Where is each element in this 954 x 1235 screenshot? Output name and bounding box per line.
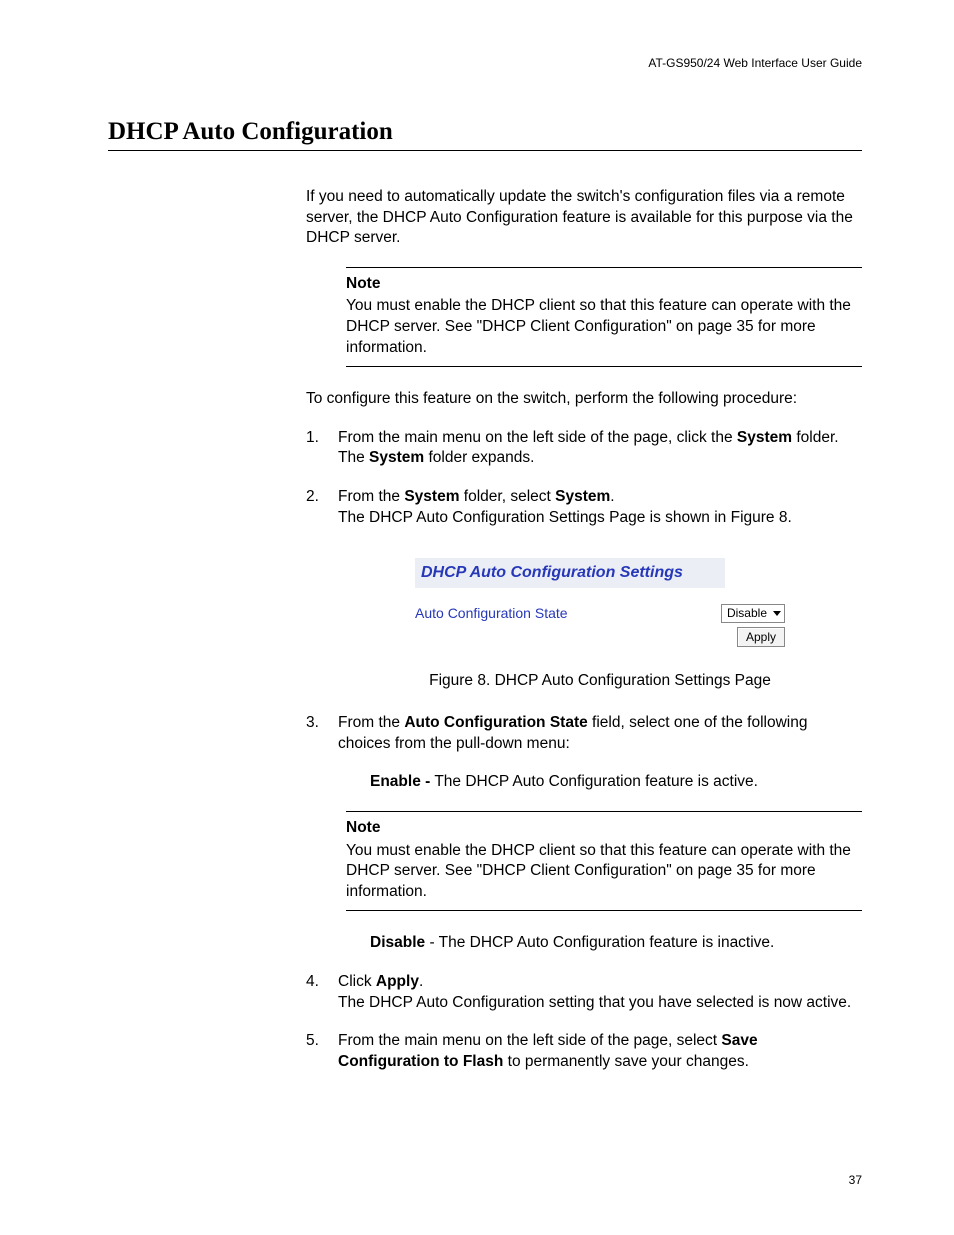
apply-button[interactable]: Apply bbox=[737, 627, 785, 647]
step-text: The bbox=[338, 449, 369, 466]
step-number: 3. bbox=[306, 713, 319, 734]
step-text: . bbox=[610, 488, 614, 505]
figure-field-label: Auto Configuration State bbox=[415, 604, 568, 623]
step-text: The DHCP Auto Configuration setting that… bbox=[338, 994, 851, 1011]
step-3: 3. From the Auto Configuration State fie… bbox=[306, 713, 862, 954]
page-number: 37 bbox=[849, 1173, 862, 1187]
option-label: Disable bbox=[370, 934, 425, 951]
option-label: Enable - bbox=[370, 773, 430, 790]
figure-caption: Figure 8. DHCP Auto Configuration Settin… bbox=[338, 671, 862, 692]
step-bold: Auto Configuration State bbox=[404, 714, 587, 731]
procedure-lead: To configure this feature on the switch,… bbox=[306, 389, 862, 410]
intro-paragraph: If you need to automatically update the … bbox=[306, 187, 862, 249]
note-label: Note bbox=[346, 818, 862, 839]
procedure-steps: 1. From the main menu on the left side o… bbox=[306, 428, 862, 1073]
figure-controls: Disable Apply bbox=[721, 604, 785, 647]
figure-8: DHCP Auto Configuration Settings Auto Co… bbox=[338, 558, 862, 691]
step-text: . bbox=[419, 973, 423, 990]
step-bold: System bbox=[555, 488, 610, 505]
step-number: 2. bbox=[306, 487, 319, 508]
step-text: to permanently save your changes. bbox=[503, 1053, 749, 1070]
note-body: You must enable the DHCP client so that … bbox=[346, 297, 851, 355]
step-number: 4. bbox=[306, 972, 319, 993]
note-box: Note You must enable the DHCP client so … bbox=[346, 811, 862, 911]
step-bold: System bbox=[404, 488, 459, 505]
step-bold: System bbox=[369, 449, 424, 466]
figure-setting-row: Auto Configuration State Disable Apply bbox=[415, 604, 785, 647]
step-text: The DHCP Auto Configuration Settings Pag… bbox=[338, 509, 792, 526]
step-text: folder, select bbox=[459, 488, 555, 505]
step-text: From the bbox=[338, 714, 404, 731]
step-bold: Apply bbox=[376, 973, 419, 990]
step-bold: System bbox=[737, 429, 792, 446]
page: AT-GS950/24 Web Interface User Guide DHC… bbox=[0, 0, 954, 1235]
step-text: From the main menu on the left side of t… bbox=[338, 1032, 721, 1049]
step-2: 2. From the System folder, select System… bbox=[306, 487, 862, 691]
step-number: 1. bbox=[306, 428, 319, 449]
step-text: From the main menu on the left side of t… bbox=[338, 429, 737, 446]
step-text: From the bbox=[338, 488, 404, 505]
step-5: 5. From the main menu on the left side o… bbox=[306, 1031, 862, 1072]
step-4: 4. Click Apply. The DHCP Auto Configurat… bbox=[306, 972, 862, 1013]
step-text: folder. bbox=[792, 429, 839, 446]
step-number: 5. bbox=[306, 1031, 319, 1052]
enable-option: Enable - The DHCP Auto Configuration fea… bbox=[370, 772, 862, 793]
chevron-down-icon bbox=[773, 611, 781, 616]
step-text: folder expands. bbox=[424, 449, 534, 466]
select-value: Disable bbox=[727, 606, 767, 621]
option-text: - The DHCP Auto Configuration feature is… bbox=[425, 934, 774, 951]
note-box: Note You must enable the DHCP client so … bbox=[346, 267, 862, 367]
figure-panel: DHCP Auto Configuration Settings Auto Co… bbox=[415, 558, 785, 646]
step-1: 1. From the main menu on the left side o… bbox=[306, 428, 862, 469]
section-heading: DHCP Auto Configuration bbox=[108, 118, 862, 151]
step-text: Click bbox=[338, 973, 376, 990]
option-text: The DHCP Auto Configuration feature is a… bbox=[430, 773, 758, 790]
figure-panel-title: DHCP Auto Configuration Settings bbox=[415, 558, 725, 587]
note-label: Note bbox=[346, 274, 862, 295]
running-header: AT-GS950/24 Web Interface User Guide bbox=[108, 56, 862, 70]
disable-option: Disable - The DHCP Auto Configuration fe… bbox=[370, 933, 862, 954]
content-column: If you need to automatically update the … bbox=[306, 187, 862, 1073]
note-body: You must enable the DHCP client so that … bbox=[346, 842, 851, 900]
auto-config-state-select[interactable]: Disable bbox=[721, 604, 785, 623]
